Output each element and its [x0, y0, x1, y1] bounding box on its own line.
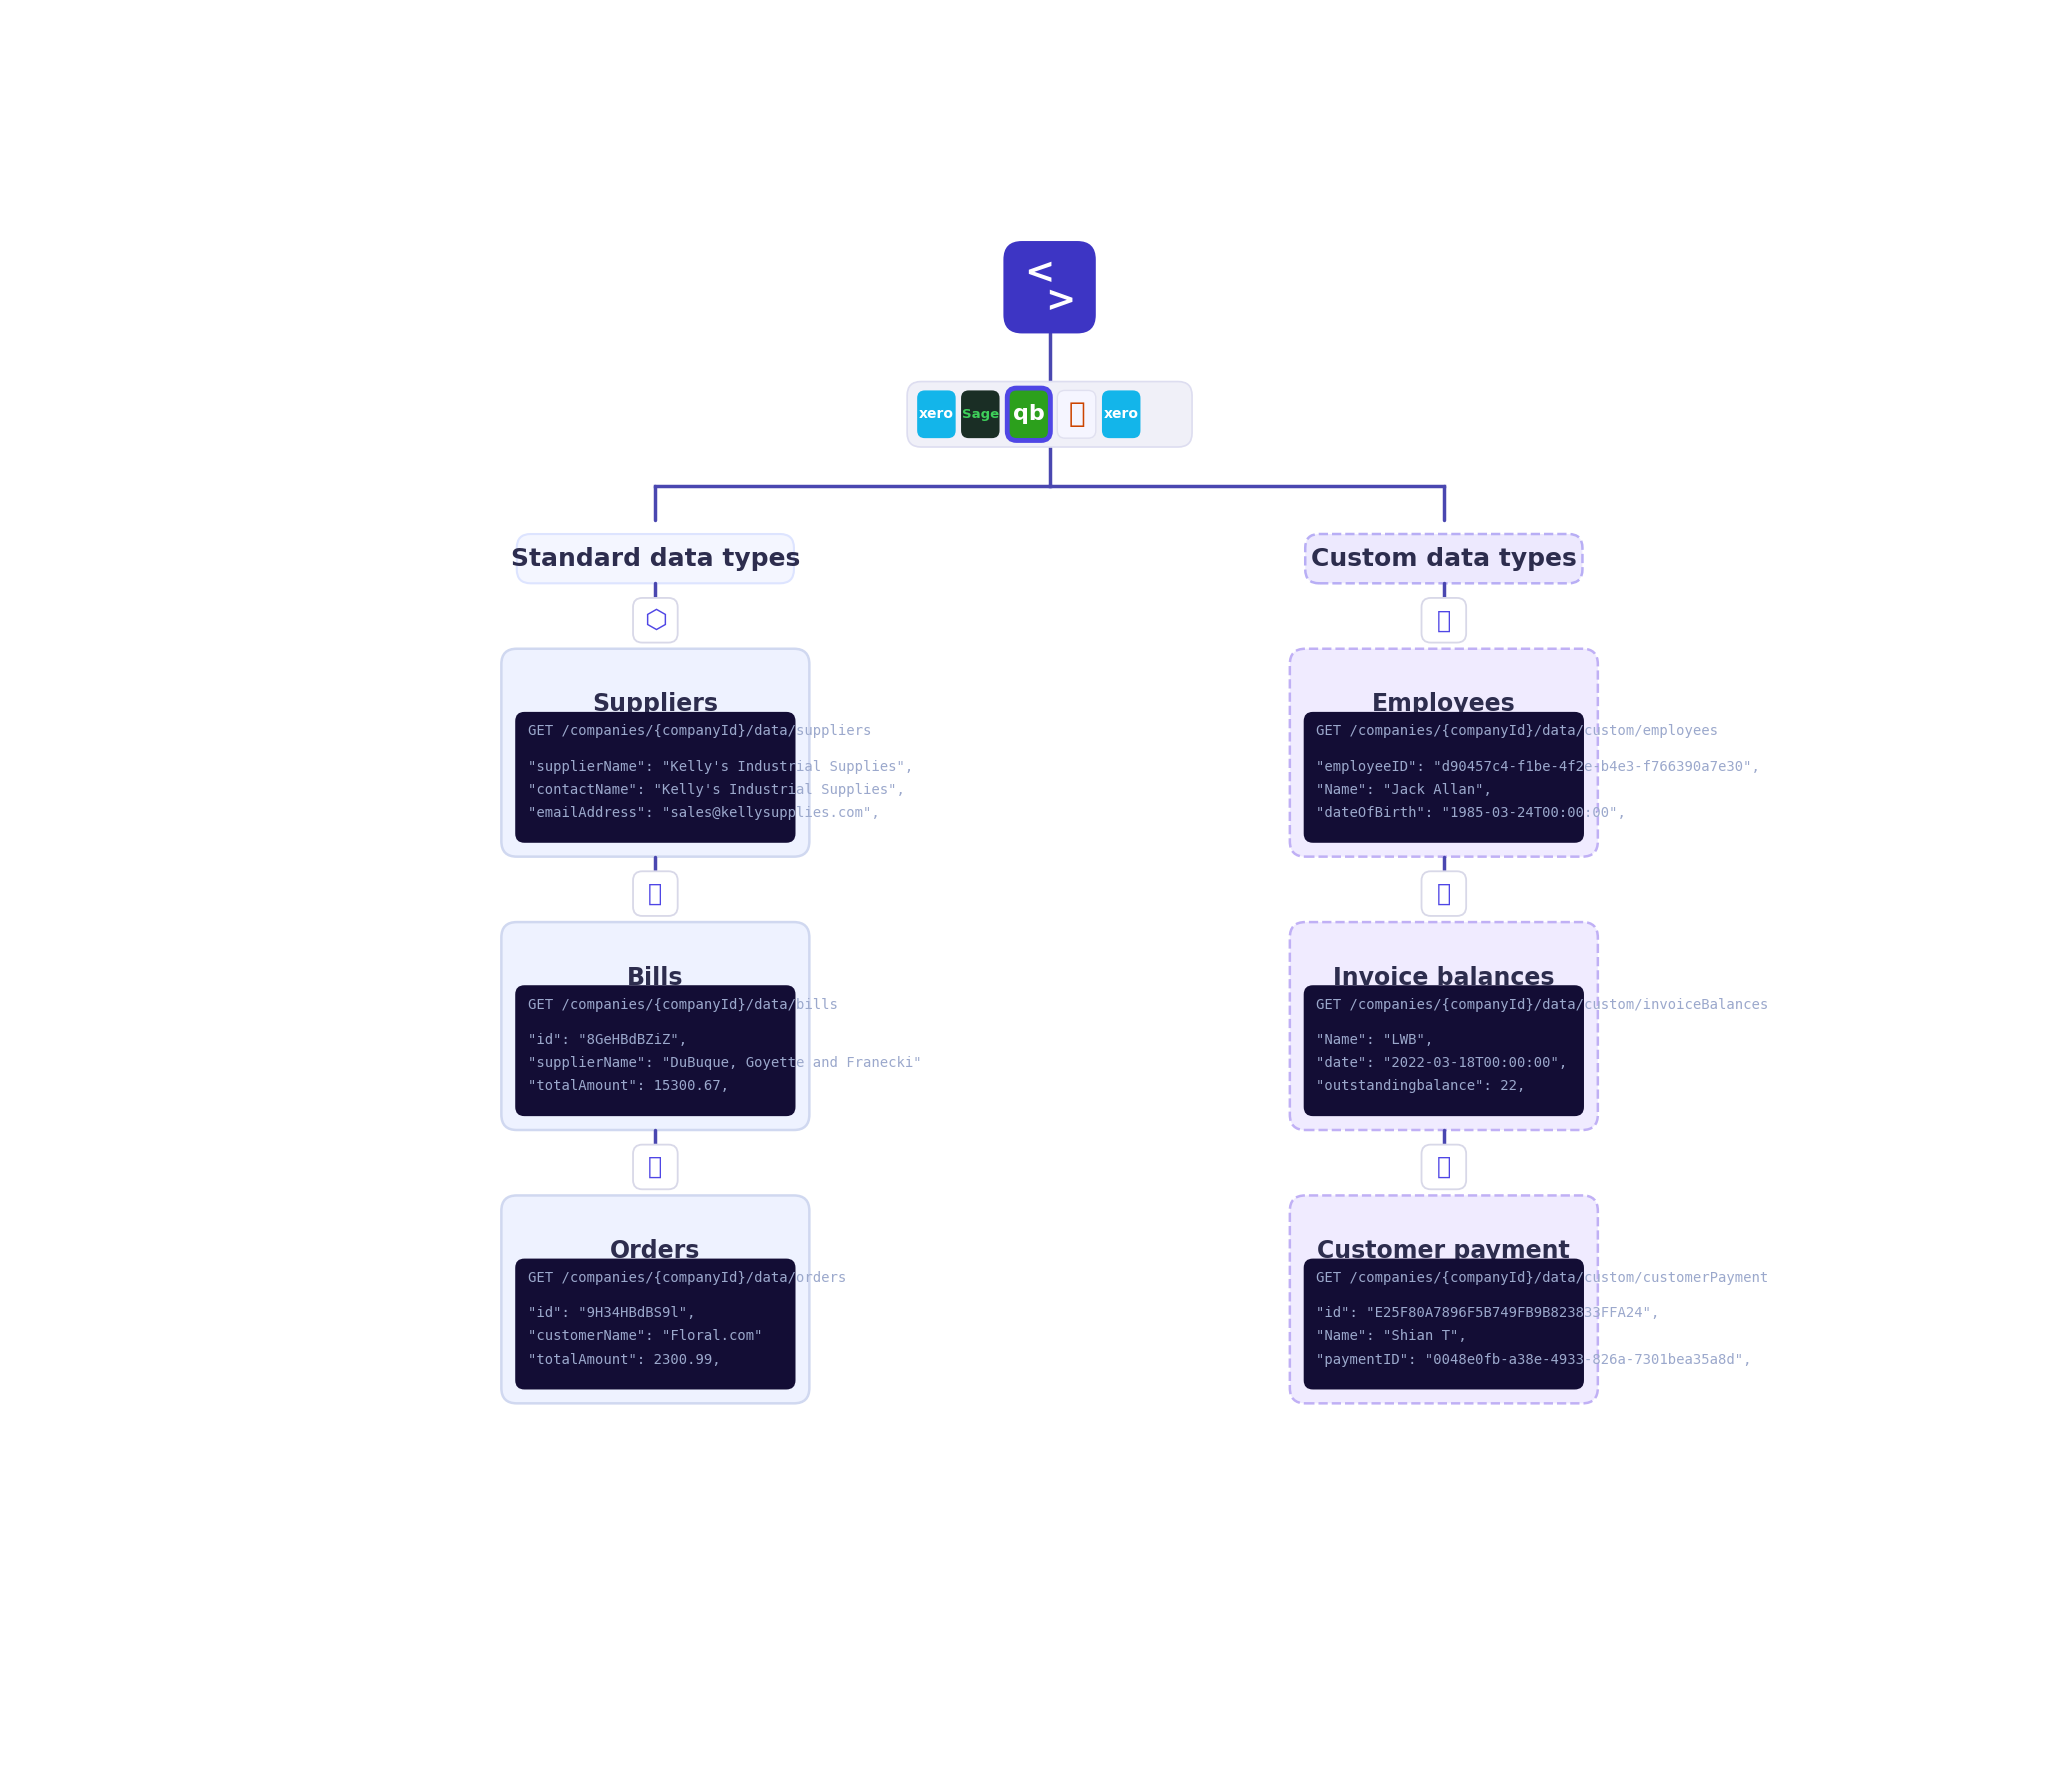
Text: "employeeID": "d90457c4-f1be-4f2e-b4e3-f766390a7e30",: "employeeID": "d90457c4-f1be-4f2e-b4e3-f…: [1317, 760, 1759, 774]
Text: "customerName": "Floral.com": "customerName": "Floral.com": [528, 1329, 762, 1343]
Text: "paymentID": "0048e0fb-a38e-4933-826a-7301bea35a8d",: "paymentID": "0048e0fb-a38e-4933-826a-73…: [1317, 1352, 1751, 1367]
Text: 🧾: 🧾: [1438, 1154, 1450, 1179]
Text: "totalAmount": 2300.99,: "totalAmount": 2300.99,: [528, 1352, 721, 1367]
Text: xero: xero: [920, 407, 954, 421]
Text: Standard data types: Standard data types: [510, 546, 801, 571]
Text: "Name": "LWB",: "Name": "LWB",: [1317, 1033, 1434, 1047]
Text: ⬡: ⬡: [643, 607, 668, 633]
FancyBboxPatch shape: [918, 391, 956, 439]
Text: "supplierName": "Kelly's Industrial Supplies",: "supplierName": "Kelly's Industrial Supp…: [528, 760, 913, 774]
Text: Bills: Bills: [627, 965, 684, 990]
Text: "totalAmount": 15300.67,: "totalAmount": 15300.67,: [528, 1079, 729, 1094]
Text: "contactName": "Kelly's Industrial Supplies",: "contactName": "Kelly's Industrial Suppl…: [528, 783, 905, 797]
Text: Employees: Employees: [1372, 692, 1516, 715]
Text: GET /companies/{companyId}/data/custom/customerPayment: GET /companies/{companyId}/data/custom/c…: [1317, 1270, 1767, 1284]
FancyBboxPatch shape: [1421, 1145, 1466, 1190]
Text: "emailAddress": "sales@kellysupplies.com",: "emailAddress": "sales@kellysupplies.com…: [528, 806, 879, 821]
Text: Invoice balances: Invoice balances: [1333, 965, 1554, 990]
Text: "date": "2022-03-18T00:00:00",: "date": "2022-03-18T00:00:00",: [1317, 1056, 1567, 1070]
Text: 👤: 👤: [1438, 608, 1450, 632]
Text: GET /companies/{companyId}/data/custom/invoiceBalances: GET /companies/{companyId}/data/custom/i…: [1317, 997, 1767, 1012]
Text: GET /companies/{companyId}/data/custom/employees: GET /companies/{companyId}/data/custom/e…: [1317, 724, 1718, 739]
FancyBboxPatch shape: [516, 985, 795, 1117]
FancyBboxPatch shape: [1290, 1195, 1597, 1404]
Text: 📋: 📋: [649, 1154, 662, 1179]
FancyBboxPatch shape: [502, 649, 809, 856]
FancyBboxPatch shape: [1290, 922, 1597, 1129]
FancyBboxPatch shape: [633, 1145, 678, 1190]
Text: "Name": "Jack Allan",: "Name": "Jack Allan",: [1317, 783, 1491, 797]
Text: "supplierName": "DuBuque, Goyette and Franecki": "supplierName": "DuBuque, Goyette and Fr…: [528, 1056, 922, 1070]
Text: ⟋: ⟋: [1069, 400, 1085, 428]
FancyBboxPatch shape: [1305, 1258, 1583, 1390]
Text: Custom data types: Custom data types: [1311, 546, 1577, 571]
FancyBboxPatch shape: [516, 1258, 795, 1390]
FancyBboxPatch shape: [633, 871, 678, 915]
Text: "Name": "Shian T",: "Name": "Shian T",: [1317, 1329, 1466, 1343]
Text: 📄: 📄: [649, 881, 662, 906]
Text: "id": "E25F80A7896F5B749FB9B823833FFA24",: "id": "E25F80A7896F5B749FB9B823833FFA24"…: [1317, 1306, 1659, 1320]
Text: >: >: [1044, 284, 1075, 318]
FancyBboxPatch shape: [1305, 712, 1583, 842]
Text: <: <: [1024, 257, 1055, 291]
Text: "outstandingbalance": 22,: "outstandingbalance": 22,: [1317, 1079, 1526, 1094]
Text: Sage: Sage: [963, 409, 999, 421]
FancyBboxPatch shape: [907, 382, 1192, 448]
FancyBboxPatch shape: [502, 1195, 809, 1404]
Text: GET /companies/{companyId}/data/orders: GET /companies/{companyId}/data/orders: [528, 1270, 846, 1284]
FancyBboxPatch shape: [502, 922, 809, 1129]
FancyBboxPatch shape: [1004, 241, 1096, 334]
FancyBboxPatch shape: [516, 712, 795, 842]
FancyBboxPatch shape: [1290, 649, 1597, 856]
FancyBboxPatch shape: [516, 533, 795, 583]
Text: qb: qb: [1014, 405, 1044, 425]
Text: "id": "8GeHBdBZiZ",: "id": "8GeHBdBZiZ",: [528, 1033, 686, 1047]
Text: Orders: Orders: [610, 1238, 700, 1263]
Text: GET /companies/{companyId}/data/bills: GET /companies/{companyId}/data/bills: [528, 997, 838, 1012]
Text: Suppliers: Suppliers: [592, 692, 719, 715]
FancyBboxPatch shape: [1421, 598, 1466, 642]
FancyBboxPatch shape: [961, 391, 999, 439]
Text: GET /companies/{companyId}/data/suppliers: GET /companies/{companyId}/data/supplier…: [528, 724, 870, 739]
FancyBboxPatch shape: [1305, 533, 1583, 583]
Text: "id": "9H34HBdBS9l",: "id": "9H34HBdBS9l",: [528, 1306, 694, 1320]
Text: "dateOfBirth": "1985-03-24T00:00:00",: "dateOfBirth": "1985-03-24T00:00:00",: [1317, 806, 1626, 821]
FancyBboxPatch shape: [1305, 985, 1583, 1117]
FancyBboxPatch shape: [1421, 871, 1466, 915]
FancyBboxPatch shape: [1057, 391, 1096, 439]
Text: 💳: 💳: [1438, 881, 1450, 906]
FancyBboxPatch shape: [1008, 389, 1051, 441]
FancyBboxPatch shape: [1102, 391, 1141, 439]
Text: xero: xero: [1104, 407, 1139, 421]
FancyBboxPatch shape: [633, 598, 678, 642]
Text: Customer payment: Customer payment: [1317, 1238, 1571, 1263]
